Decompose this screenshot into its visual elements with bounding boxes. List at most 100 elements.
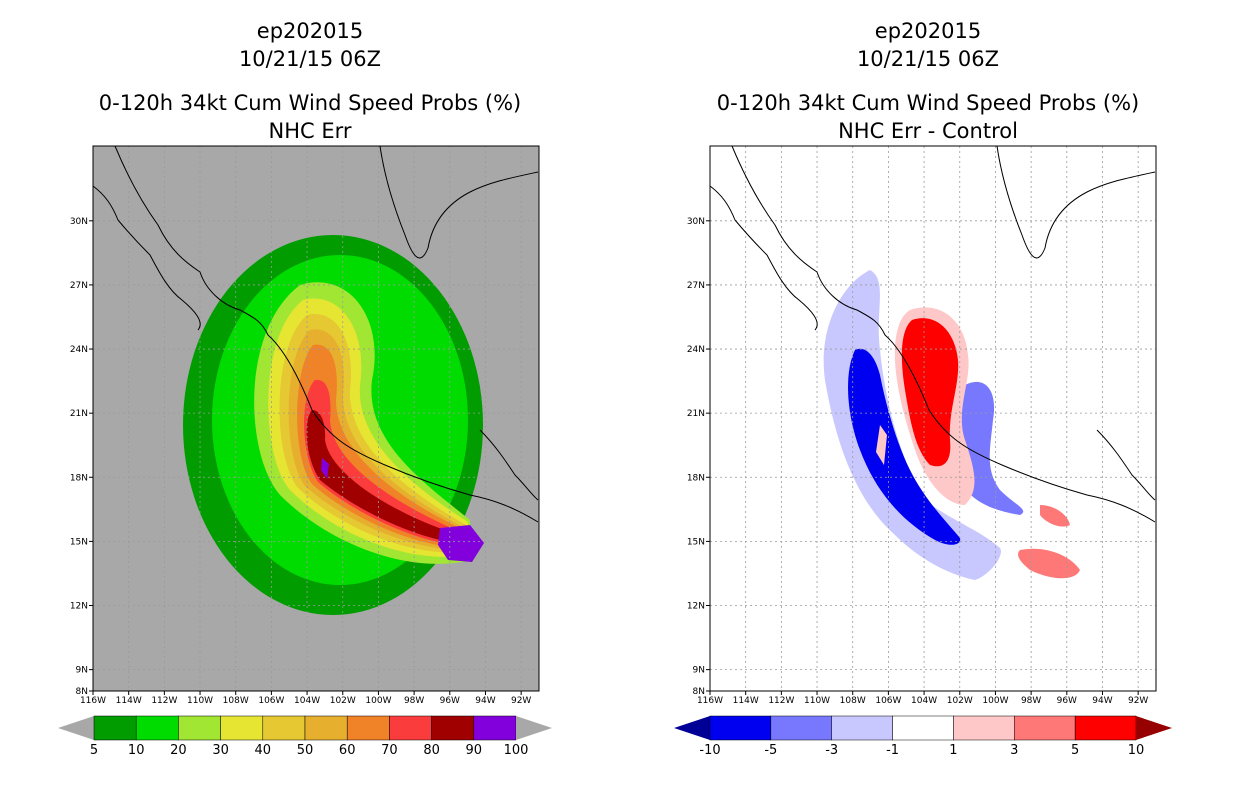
panel-subtitle-line-1: 0-120h 34kt Cum Wind Speed Probs (%) [717,91,1139,115]
colorbar-label: 1 [949,743,957,758]
colorbar: 5 10 20 30 40 50 60 70 80 90 100 [58,715,552,758]
coastline-baja [709,185,818,331]
x-tick-label: 116W [80,696,106,706]
x-axis-ticks: 116W 114W 112W 110W 108W 106W 104W 102W 100W 98W 9… [697,691,1148,706]
panel-subtitle-line-2: NHC Err [268,119,351,143]
colorbar-segment [135,715,179,741]
map-frame [709,145,1157,692]
coastline-yucatan [1096,429,1156,501]
colorbar-segment [1074,715,1137,741]
y-tick-label: 21N [687,409,705,419]
colorbar-segment [431,715,475,741]
colorbar-label: 60 [339,743,356,758]
x-tick-label: 104W [294,696,320,706]
map-area [92,145,540,692]
colorbar-label: 70 [381,743,398,758]
colorbar-segment [389,715,432,741]
panel-nhc-err: ep202015 10/21/15 06Z 0-120h 34kt Cum Wi… [58,19,552,758]
x-tick-label: 108W [223,696,249,706]
x-tick-label: 108W [840,696,866,706]
contour-90-inland [321,458,329,479]
y-tick-label: 15N [687,537,705,547]
colorbar-segment [831,715,893,741]
x-tick-label: 94W [475,696,495,706]
colorbar-label: 80 [423,743,440,758]
panel-title-line-2: 10/21/15 06Z [857,47,999,71]
x-tick-label: 96W [440,696,460,706]
y-tick-label: 18N [70,473,88,483]
colorbar-label: -1 [886,743,899,758]
colorbar-segment [473,715,517,741]
colorbar-label: 40 [255,743,272,758]
x-axis-ticks: 116W 114W 112W 110W 108W 106W 104W 102W 100W 98W 9… [80,691,531,706]
x-tick-label: 94W [1092,696,1112,706]
contour-pos-5-to-pos-10 [911,329,949,396]
x-tick-label: 98W [404,696,424,706]
colorbar-segment [1014,715,1076,741]
y-tick-label: 8N [76,687,88,697]
panel-subtitle-line-2: NHC Err - Control [838,119,1018,143]
colorbar-segment [220,715,264,741]
panel-title-line-1: ep202015 [875,19,981,43]
x-tick-label: 110W [804,696,830,706]
x-tick-label: 102W [947,696,973,706]
x-tick-label: 96W [1057,696,1077,706]
difference-contours [823,270,1080,580]
panel-title-line-2: 10/21/15 06Z [239,47,381,71]
panel-nhc-err-minus-control: ep202015 10/21/15 06Z 0-120h 34kt Cum Wi… [674,19,1172,758]
coastline-mainland [114,145,539,523]
x-tick-label: 102W [330,696,356,706]
colorbar-label: 30 [212,743,229,758]
x-tick-label: 112W [768,696,794,706]
map-frame [92,145,540,692]
panel-subtitle-line-1: 0-120h 34kt Cum Wind Speed Probs (%) [99,91,521,115]
colorbar-segment [892,715,954,741]
x-tick-label: 112W [151,696,177,706]
colorbar-under-triangle [674,716,710,740]
y-tick-label: 12N [687,602,705,612]
x-tick-label: 100W [365,696,391,706]
y-tick-label: 9N [693,666,705,676]
colorbar-segment [709,715,772,741]
coastlines [92,145,539,523]
colorbar-under-triangle [58,716,94,740]
y-tick-label: 30N [687,217,705,227]
x-tick-label: 114W [733,696,759,706]
coastline-baja [92,185,201,331]
colorbar-segment [346,715,390,741]
colorbar: -10 -5 -3 -1 1 3 5 10 [674,715,1172,758]
contour-neg-3-to-neg-5 [848,348,961,545]
contour-pos-1-to-pos-3-east [1040,505,1070,527]
colorbar-segment [262,715,306,741]
colorbar-label: 90 [466,743,483,758]
contour-pos-3-to-pos-5-south [1040,560,1070,573]
coastline-mainland [731,145,1156,523]
colorbar-over-triangle [1136,716,1172,740]
colorbar-label: 3 [1010,743,1018,758]
y-tick-label: 21N [70,409,88,419]
y-axis-ticks: 8N 9N 12N 15N 18N 21N 24N 27N 30N [687,217,710,697]
y-tick-label: 18N [687,473,705,483]
panel-title-line-1: ep202015 [257,19,363,43]
coastline-gulf [379,145,539,259]
coastlines [709,145,1156,523]
x-tick-label: 110W [187,696,213,706]
x-tick-label: 92W [1128,696,1148,706]
colorbar-label: -10 [699,743,720,758]
x-tick-label: 98W [1021,696,1041,706]
x-tick-label: 106W [258,696,284,706]
colorbar-segment [953,715,1015,741]
y-axis-ticks: 8N 9N 12N 15N 18N 21N 24N 27N 30N [70,217,93,697]
colorbar-over-triangle [516,716,552,740]
x-tick-label: 104W [911,696,937,706]
y-tick-label: 24N [687,345,705,355]
y-tick-label: 9N [76,666,88,676]
x-tick-label: 92W [511,696,531,706]
colorbar-label: 10 [1128,743,1145,758]
colorbar-segment [770,715,832,741]
colorbar-segment [178,715,221,741]
map-area [709,145,1157,692]
y-tick-label: 12N [70,602,88,612]
contour-neg-1-to-neg-3 [823,270,1001,580]
